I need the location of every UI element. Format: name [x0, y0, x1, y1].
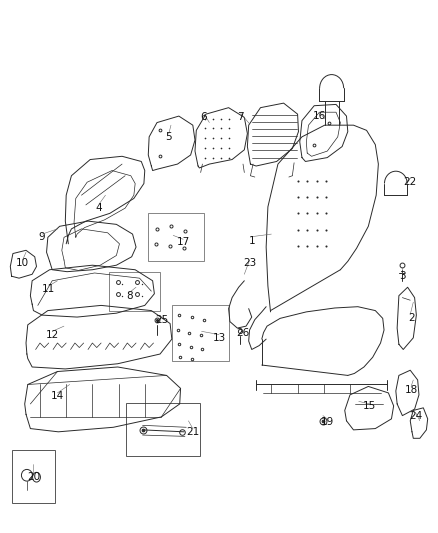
Bar — [12, 450, 55, 503]
Text: 26: 26 — [237, 328, 250, 337]
Text: 24: 24 — [409, 410, 422, 421]
Text: 18: 18 — [404, 385, 418, 394]
Text: 15: 15 — [363, 401, 376, 411]
Text: 10: 10 — [16, 259, 29, 268]
Text: 2: 2 — [408, 313, 414, 324]
Text: 16: 16 — [313, 111, 326, 121]
Text: 6: 6 — [201, 112, 207, 123]
Text: 20: 20 — [27, 472, 40, 482]
Text: 4: 4 — [95, 203, 102, 213]
Text: 3: 3 — [399, 271, 406, 281]
Bar — [109, 272, 160, 311]
Text: 21: 21 — [186, 427, 199, 437]
Text: 9: 9 — [39, 232, 46, 243]
Text: 1: 1 — [248, 236, 255, 246]
Text: 8: 8 — [126, 290, 133, 301]
Text: 7: 7 — [237, 112, 244, 123]
Text: 17: 17 — [177, 237, 190, 247]
Text: 22: 22 — [403, 177, 417, 187]
Text: 14: 14 — [51, 391, 64, 401]
Bar — [148, 213, 204, 261]
Text: 12: 12 — [46, 329, 59, 340]
Bar — [127, 402, 200, 456]
Text: 5: 5 — [166, 132, 172, 142]
Text: 13: 13 — [212, 333, 226, 343]
Text: 19: 19 — [321, 417, 334, 427]
Bar — [172, 305, 230, 360]
Text: 11: 11 — [42, 284, 55, 294]
Text: 23: 23 — [243, 259, 256, 268]
Text: 25: 25 — [155, 314, 169, 325]
